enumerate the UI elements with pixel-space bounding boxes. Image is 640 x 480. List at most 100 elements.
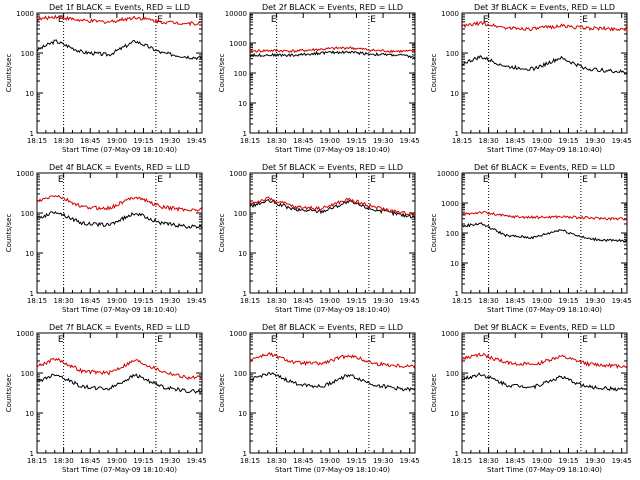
x-tick-label: 19:45 <box>612 297 632 305</box>
x-tick-label: 18:15 <box>240 137 260 145</box>
panel-det-6f: Det 6f BLACK = Events, RED = LLD 1 10 100 10… <box>430 163 632 314</box>
x-tick-label: 19:15 <box>346 457 366 465</box>
e-annotation: E <box>370 15 376 25</box>
x-tick-label: 19:00 <box>320 457 340 465</box>
y-tick-label: 1 <box>30 130 34 138</box>
x-tick-label: 18:30 <box>267 297 287 305</box>
e-annotation: E <box>483 335 489 345</box>
x-tick-label: 18:30 <box>479 297 499 305</box>
x-tick-label: 19:45 <box>400 137 420 145</box>
x-tick-label: 19:15 <box>558 297 578 305</box>
lld-series-line <box>249 196 416 216</box>
x-tick-label: 18:15 <box>27 457 47 465</box>
panel-title: Det 7f BLACK = Events, RED = LLD <box>49 323 190 332</box>
e-annotation: E <box>58 15 64 25</box>
x-tick-label: 18:30 <box>54 297 74 305</box>
x-tick-label: 19:30 <box>373 297 393 305</box>
y-tick-label: 1000 <box>229 40 247 48</box>
y-tick-label: 1 <box>30 450 34 458</box>
y-tick-label: 1000 <box>16 10 34 18</box>
y-axis-label: Counts/sec <box>430 54 438 93</box>
y-tick-label: 100 <box>446 50 459 58</box>
y-tick-label: 1 <box>455 450 459 458</box>
y-axis-label: Counts/sec <box>218 54 226 93</box>
y-tick-label: 10 <box>25 90 34 98</box>
y-axis-label: Counts/sec <box>5 54 13 93</box>
x-tick-label: 19:45 <box>612 137 632 145</box>
x-tick-label: 18:15 <box>27 137 47 145</box>
panel-det-3f: Det 3f BLACK = Events, RED = LLD 1 10 100 10… <box>430 3 632 154</box>
x-tick-label: 18:15 <box>452 457 472 465</box>
x-tick-label: 19:15 <box>346 137 366 145</box>
x-tick-label: 18:45 <box>505 457 525 465</box>
e-annotation: E <box>157 15 163 25</box>
e-annotation: E <box>271 175 277 185</box>
x-tick-label: 19:30 <box>160 297 180 305</box>
x-tick-label: 19:45 <box>612 457 632 465</box>
y-tick-label: 100 <box>446 370 459 378</box>
y-tick-label: 1000 <box>441 330 459 338</box>
x-tick-label: 19:00 <box>532 457 552 465</box>
panel-title: Det 1f BLACK = Events, RED = LLD <box>49 3 190 12</box>
panel-title: Det 8f BLACK = Events, RED = LLD <box>262 323 403 332</box>
y-tick-label: 10 <box>450 90 459 98</box>
x-tick-label: 19:30 <box>585 457 605 465</box>
plot-frame <box>249 172 416 294</box>
y-tick-label: 10 <box>238 250 247 258</box>
y-tick-label: 10 <box>25 250 34 258</box>
panel-det-5f: Det 5f BLACK = Events, RED = LLD 1 10 100 10… <box>218 163 420 314</box>
y-tick-label: 1000 <box>16 330 34 338</box>
e-annotation: E <box>157 335 163 345</box>
events-series-line <box>461 372 628 392</box>
x-axis-label: Start Time (07-May-09 18:10:40) <box>275 146 390 154</box>
x-tick-label: 18:15 <box>240 457 260 465</box>
x-tick-label: 18:45 <box>293 297 313 305</box>
x-tick-label: 19:45 <box>187 297 207 305</box>
y-axis-label: Counts/sec <box>5 374 13 413</box>
events-series-line <box>249 198 416 219</box>
y-tick-label: 10 <box>238 410 247 418</box>
panel-det-8f: Det 8f BLACK = Events, RED = LLD 1 10 100 10… <box>218 323 420 474</box>
x-tick-label: 18:45 <box>293 457 313 465</box>
x-tick-label: 18:45 <box>80 137 100 145</box>
plot-frame <box>36 12 203 134</box>
x-tick-label: 19:00 <box>320 297 340 305</box>
panel-det-1f: Det 1f BLACK = Events, RED = LLD 1 10 100 10… <box>5 3 207 154</box>
x-tick-label: 18:15 <box>27 297 47 305</box>
x-tick-label: 19:15 <box>133 457 153 465</box>
lld-series-line <box>461 210 628 221</box>
x-axis-label: Start Time (07-May-09 18:10:40) <box>275 306 390 314</box>
x-tick-label: 18:45 <box>80 297 100 305</box>
x-tick-label: 19:30 <box>585 137 605 145</box>
y-tick-label: 100 <box>234 70 247 78</box>
x-tick-label: 18:45 <box>293 137 313 145</box>
y-tick-label: 1 <box>243 450 247 458</box>
y-tick-label: 1 <box>30 290 34 298</box>
x-tick-label: 18:15 <box>240 297 260 305</box>
y-tick-label: 1 <box>455 130 459 138</box>
x-tick-label: 19:00 <box>107 297 127 305</box>
x-tick-label: 19:45 <box>187 457 207 465</box>
x-tick-label: 18:45 <box>80 457 100 465</box>
lld-series-line <box>461 20 628 32</box>
x-tick-label: 19:15 <box>558 457 578 465</box>
x-tick-label: 18:30 <box>54 457 74 465</box>
x-tick-label: 18:15 <box>452 137 472 145</box>
x-tick-label: 19:45 <box>400 297 420 305</box>
plot-frame <box>36 172 203 294</box>
lld-series-line <box>36 357 203 381</box>
e-annotation: E <box>271 15 277 25</box>
x-tick-label: 19:30 <box>160 457 180 465</box>
y-tick-label: 1000 <box>441 10 459 18</box>
panel-title: Det 5f BLACK = Events, RED = LLD <box>262 163 403 172</box>
x-axis-label: Start Time (07-May-09 18:10:40) <box>62 146 177 154</box>
lld-series-line <box>249 46 416 54</box>
y-tick-label: 1000 <box>229 170 247 178</box>
e-annotation: E <box>582 175 588 185</box>
lld-series-line <box>249 352 416 369</box>
plot-frame <box>461 12 628 134</box>
e-annotation: E <box>370 175 376 185</box>
x-tick-label: 19:00 <box>532 297 552 305</box>
y-tick-label: 10000 <box>437 170 459 178</box>
